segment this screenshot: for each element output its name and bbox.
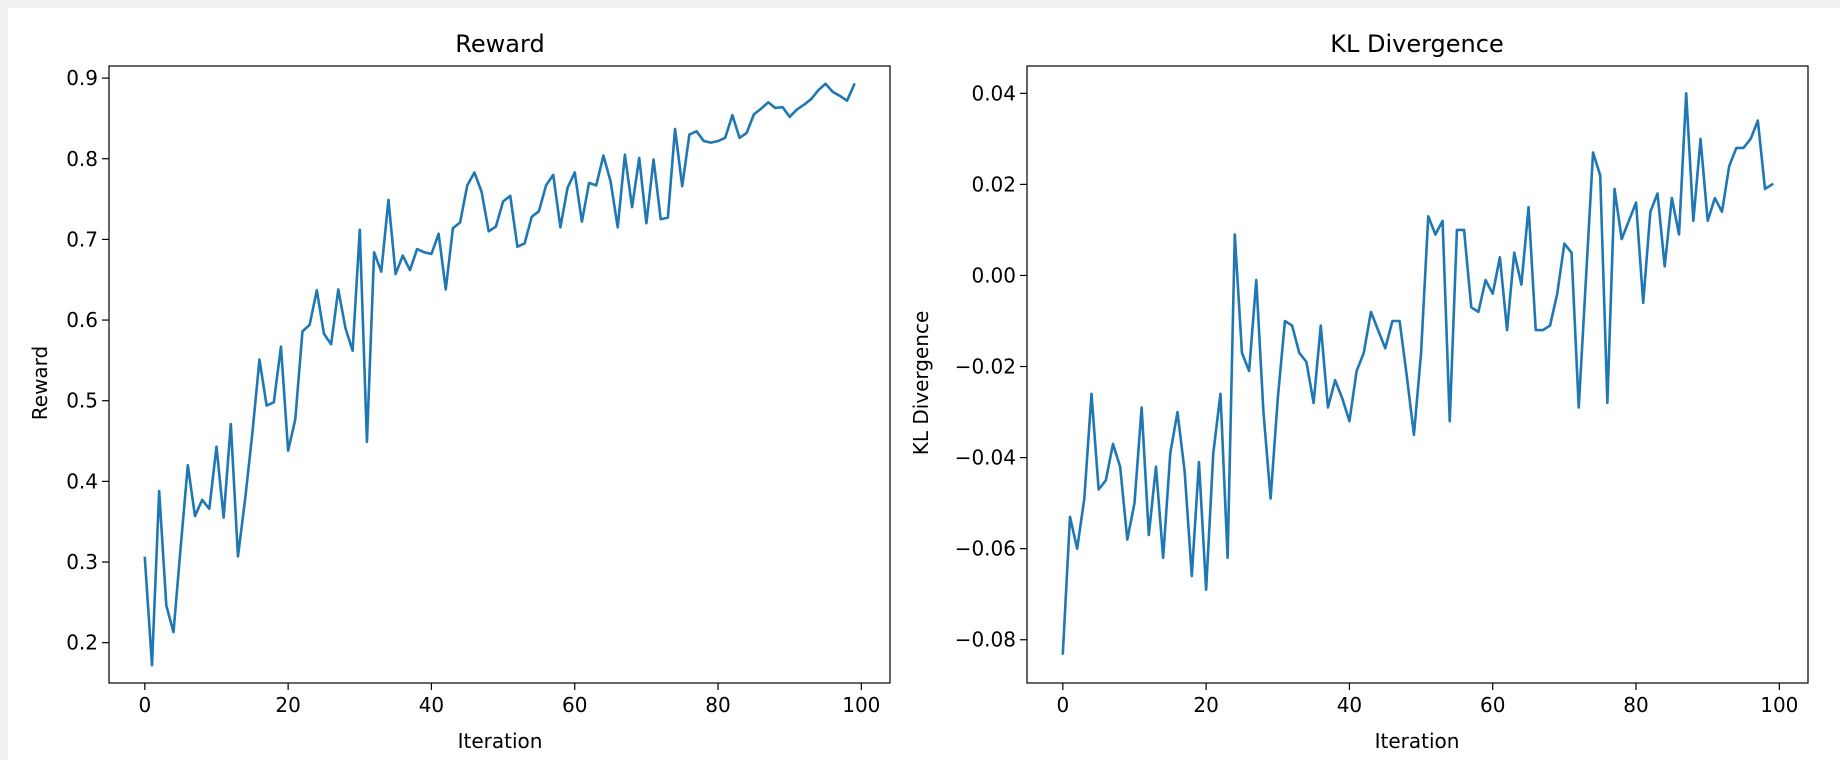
kl-divergence-chart-title: KL Divergence: [1330, 30, 1503, 58]
kl-divergence-xtick-label: 40: [1337, 693, 1362, 717]
reward-ytick-label: 0.9: [66, 66, 98, 90]
reward-ytick-label: 0.3: [66, 550, 98, 574]
kl-divergence-chart: KL Divergence Iteration KL Divergence 0 2…: [909, 30, 1809, 753]
kl-divergence-xtick-label: 100: [1760, 693, 1798, 717]
kl-divergence-xtick-label: 0: [1056, 693, 1069, 717]
kl-divergence-ytick-label: −0.04: [955, 446, 1016, 470]
kl-divergence-ytick-label: −0.08: [955, 628, 1016, 652]
kl-divergence-plot-frame: [1026, 65, 1809, 684]
kl-divergence-chart-xlabel: Iteration: [1375, 729, 1460, 753]
reward-xtick-label: 40: [419, 693, 444, 717]
reward-xtick-label: 80: [705, 693, 730, 717]
kl-divergence-ytick-label: 0.02: [971, 172, 1016, 196]
kl-divergence-ytick-label: −0.06: [955, 537, 1016, 561]
reward-ytick-label: 0.2: [66, 631, 98, 655]
figure: Reward Iteration Reward 0 20 40 60 80 100 0.2 0…: [8, 8, 1840, 760]
reward-chart-xlabel: Iteration: [458, 729, 543, 753]
kl-divergence-chart-ylabel: KL Divergence: [909, 311, 933, 456]
reward-ytick-label: 0.5: [66, 389, 98, 413]
reward-ytick-label: 0.6: [66, 308, 98, 332]
reward-ytick-label: 0.4: [66, 469, 98, 493]
reward-xtick-label: 0: [138, 693, 151, 717]
kl-divergence-ytick-label: −0.02: [955, 355, 1016, 379]
kl-divergence-xtick-label: 80: [1623, 693, 1648, 717]
reward-chart-title: Reward: [455, 30, 544, 58]
reward-xtick-label: 60: [562, 693, 587, 717]
reward-plot-frame: [108, 65, 891, 684]
figure-canvas: Reward Iteration Reward 0 20 40 60 80 100 0.2 0…: [28, 30, 1809, 753]
reward-chart: Reward Iteration Reward 0 20 40 60 80 100 0.2 0…: [28, 30, 891, 753]
kl-divergence-ytick-label: 0.04: [971, 81, 1016, 105]
kl-divergence-xtick-label: 20: [1193, 693, 1218, 717]
kl-divergence-xtick-label: 60: [1480, 693, 1505, 717]
kl-divergence-ytick-label: 0.00: [971, 263, 1016, 287]
reward-xtick-label: 100: [842, 693, 880, 717]
reward-chart-ylabel: Reward: [28, 346, 52, 420]
reward-ytick-label: 0.7: [66, 227, 98, 251]
reward-ytick-label: 0.8: [66, 147, 98, 171]
reward-xtick-label: 20: [275, 693, 300, 717]
reward-series-line: [143, 82, 856, 667]
kl-divergence-series-line: [1061, 92, 1774, 655]
